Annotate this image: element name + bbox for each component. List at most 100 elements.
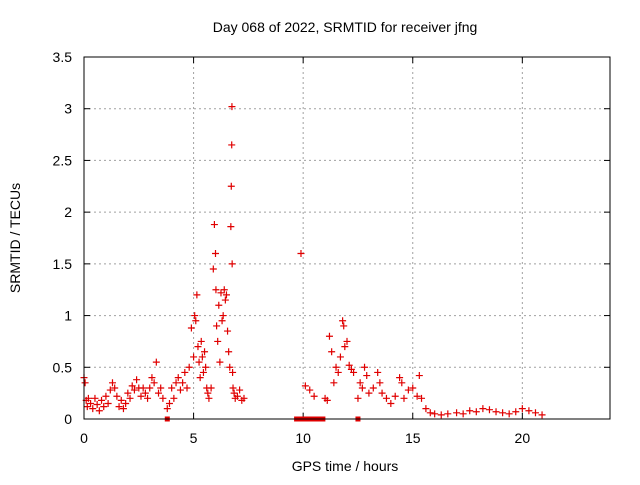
data-point [453,409,461,417]
data-point [130,386,138,394]
x-tick-labels: 0 5 10 15 20 [80,430,530,446]
y-tick-label: 2 [64,204,72,220]
data-point [194,343,202,351]
data-point [197,337,205,345]
data-point [459,410,467,418]
data-point [525,407,533,415]
y-tick-label: 2.5 [53,152,73,168]
data-point [215,301,223,309]
data-point [205,394,213,402]
data-point [202,363,210,371]
data-point [113,392,121,400]
data-point [119,405,127,413]
data-point [415,372,423,380]
data-point [224,327,232,335]
data-point [81,379,89,387]
data-point [187,324,195,332]
data-point [155,389,163,397]
data-point [505,410,513,418]
x-tick-label: 20 [515,430,531,446]
data-point [233,392,241,400]
data-point [350,368,358,376]
data-point [111,384,119,392]
x-tick-label: 15 [405,430,421,446]
data-point [179,379,187,387]
data-point [396,374,404,382]
data-point [174,374,182,382]
data-point [538,411,546,419]
data-point [196,374,204,382]
data-point [199,368,207,376]
data-point [218,317,226,325]
data-point [108,379,116,387]
data-point [404,386,412,394]
data-point [426,409,434,417]
data-point [382,394,390,402]
data-point [228,103,236,111]
data-point [332,363,340,371]
data-point [148,374,156,382]
data-point [181,368,189,376]
y-tick-label: 0.5 [53,359,73,375]
data-point [345,361,353,369]
data-point [328,348,336,356]
data-point [159,394,167,402]
data-point [212,286,220,294]
data-point [168,384,176,392]
data-point [176,386,184,394]
data-point [126,394,134,402]
data-point [354,394,362,402]
data-point [102,392,110,400]
data-point [89,405,97,413]
data-point [204,389,212,397]
data-point [201,348,209,356]
data-point [84,394,92,402]
data-point [150,379,158,387]
data-point [183,384,191,392]
data-point [115,403,123,411]
data-point [124,389,132,397]
data-point [117,396,125,404]
data-point [87,399,95,407]
data-point [163,405,171,413]
data-point [361,363,369,371]
data-point [226,363,234,371]
data-point [221,296,229,304]
data-point [363,372,371,380]
y-tick-label: 1.5 [53,256,73,272]
data-point [106,386,114,394]
data-point [195,358,203,366]
x-tick-label: 10 [295,430,311,446]
data-point [217,289,225,297]
data-point [374,368,382,376]
data-point [466,407,474,415]
y-tick-label: 3.5 [53,49,73,65]
data-point [306,386,314,394]
data-point [512,408,520,416]
data-point [225,348,233,356]
data-point [400,394,408,402]
data-point [228,260,236,268]
data-point [297,250,305,258]
data-point [369,384,377,392]
y-tick-label: 1 [64,308,72,324]
data-point [301,382,309,390]
data-point [209,265,217,273]
data-point [210,221,218,229]
data-point [310,392,318,400]
data-point [104,399,112,407]
data-point [365,389,373,397]
data-point [356,379,364,387]
x-axis-label: GPS time / hours [292,458,399,474]
data-point [230,389,238,397]
data-point [165,399,173,407]
data-point [339,317,347,325]
data-point [340,322,348,330]
data-point [431,410,439,418]
data-point [413,392,421,400]
data-point [240,394,248,402]
data-point [144,394,152,402]
data-point [214,337,222,345]
data-point [228,141,236,149]
